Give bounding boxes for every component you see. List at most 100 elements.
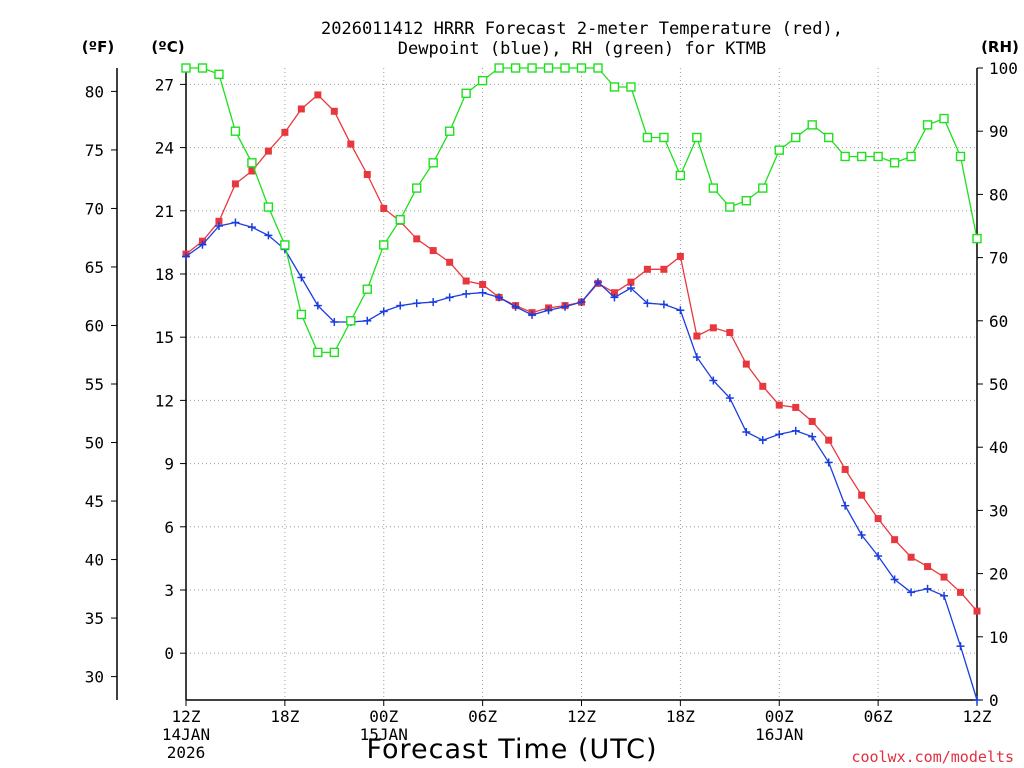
tick-labels: 0369121518212427303540455055606570758001…	[85, 59, 1018, 762]
fahrenheit-tick-label: 30	[85, 668, 104, 687]
x-tick-date-label: 14JAN	[162, 725, 210, 744]
data-point	[726, 329, 734, 337]
data-point	[791, 426, 800, 435]
data-point	[297, 105, 305, 113]
data-point	[446, 258, 454, 266]
axes	[111, 67, 983, 706]
celsius-tick-label: 24	[155, 139, 174, 158]
data-point	[181, 63, 191, 73]
data-point	[528, 310, 537, 319]
data-point	[774, 145, 784, 155]
data-point	[413, 235, 421, 243]
data-point	[429, 298, 438, 307]
data-point	[428, 158, 438, 168]
data-point	[692, 353, 701, 362]
fahrenheit-unit-label: (ºF)	[82, 38, 114, 56]
data-point	[891, 536, 899, 544]
fahrenheit-tick-label: 55	[85, 375, 104, 394]
data-point	[560, 63, 570, 73]
data-point	[792, 403, 800, 411]
data-point	[330, 107, 338, 115]
celsius-tick-label: 18	[155, 265, 174, 284]
data-point	[775, 430, 784, 439]
rh-tick-label: 20	[989, 565, 1008, 584]
x-tick-label: 18Z	[666, 707, 695, 726]
data-point	[708, 183, 719, 193]
data-point	[609, 82, 620, 92]
data-point	[808, 432, 817, 441]
fahrenheit-tick-label: 65	[85, 258, 104, 277]
data-point	[477, 75, 488, 86]
data-point	[643, 299, 652, 308]
x-tick-label: 00Z	[369, 707, 398, 726]
x-tick-label: 12Z	[172, 707, 201, 726]
data-point	[973, 696, 981, 704]
rh-tick-label: 10	[989, 628, 1008, 647]
x-tick-year-label: 2026	[167, 743, 206, 762]
data-point	[313, 347, 323, 358]
data-point	[510, 63, 521, 73]
data-point	[281, 128, 289, 136]
data-point	[924, 563, 932, 571]
data-point	[527, 63, 537, 73]
x-tick-label: 12Z	[567, 707, 596, 726]
data-point	[808, 417, 816, 425]
data-point	[314, 91, 322, 99]
data-point	[709, 324, 717, 332]
data-point	[627, 278, 635, 286]
data-point	[230, 126, 241, 136]
data-point	[297, 273, 306, 282]
data-point	[906, 151, 916, 162]
data-point	[659, 132, 669, 143]
data-point	[741, 196, 751, 206]
data-point	[495, 293, 504, 302]
data-point	[841, 501, 850, 510]
rh-tick-label: 90	[989, 122, 1008, 141]
data-point	[759, 382, 767, 390]
data-point	[215, 217, 223, 225]
data-point	[758, 436, 767, 445]
data-point	[214, 222, 223, 230]
celsius-unit-label: (ºC)	[151, 38, 184, 56]
data-point	[395, 214, 405, 225]
data-point	[347, 140, 355, 148]
x-axis-title: Forecast Time (UTC)	[366, 734, 657, 765]
data-point	[610, 293, 619, 302]
data-point	[247, 223, 256, 232]
data-point	[412, 299, 421, 308]
celsius-tick-label: 12	[155, 391, 174, 410]
data-point	[363, 171, 371, 179]
fahrenheit-tick-label: 45	[85, 492, 104, 511]
data-point	[874, 552, 883, 561]
data-point	[461, 88, 471, 98]
data-point	[956, 642, 965, 651]
data-point	[494, 63, 504, 73]
data-point	[955, 151, 966, 162]
data-point	[758, 183, 768, 193]
series-dewpoint	[182, 218, 981, 704]
celsius-tick-label: 9	[164, 455, 174, 474]
data-point	[197, 63, 208, 73]
data-point	[214, 69, 224, 80]
data-point	[412, 183, 422, 193]
data-point	[858, 491, 866, 499]
data-point	[462, 289, 471, 298]
data-point	[247, 158, 257, 168]
data-point	[296, 309, 307, 320]
data-point	[824, 458, 833, 467]
data-point	[775, 401, 783, 409]
data-series	[181, 63, 982, 704]
fahrenheit-tick-label: 75	[85, 141, 104, 160]
x-tick-date-label: 16JAN	[755, 725, 803, 744]
data-point	[593, 63, 603, 73]
data-point	[823, 132, 834, 143]
data-point	[264, 231, 273, 240]
data-point	[346, 316, 356, 326]
chart-title-line2: Dewpoint (blue), RH (green) for KTMB	[398, 39, 766, 59]
data-point	[263, 202, 274, 212]
data-point	[873, 151, 883, 162]
rh-tick-label: 0	[989, 691, 999, 710]
data-point	[445, 293, 454, 302]
data-point	[676, 306, 685, 315]
data-point	[725, 202, 735, 212]
